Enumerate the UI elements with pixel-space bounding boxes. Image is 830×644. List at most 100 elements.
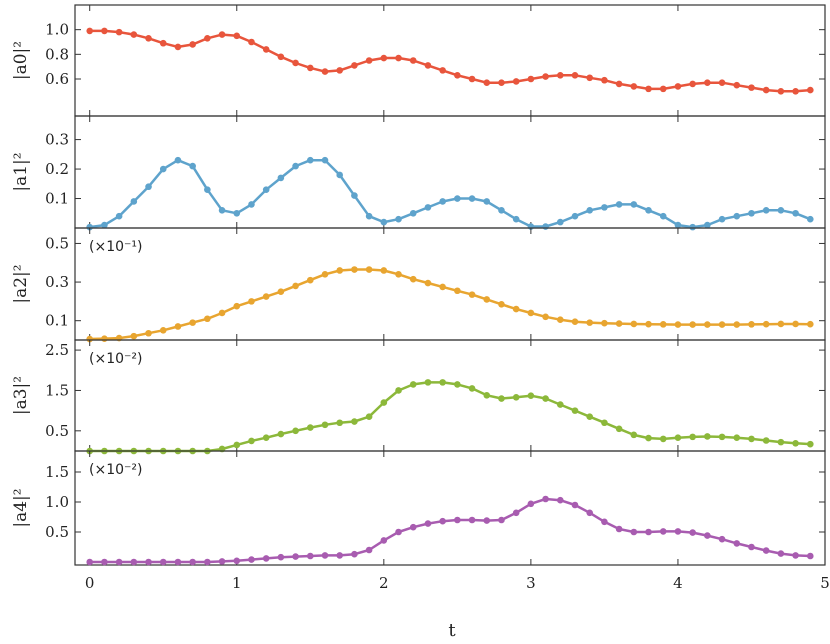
y-tick-label: 0.3	[45, 131, 69, 149]
panel-1: 0.1 0.2 0.3 |a1|²	[11, 115, 826, 231]
data-point	[101, 27, 108, 35]
x-tick-label: 1	[232, 574, 242, 592]
data-point	[498, 79, 505, 86]
data-point	[586, 207, 594, 214]
data-point	[409, 57, 417, 64]
y-tick-label: 0.5	[45, 234, 69, 252]
data-point	[674, 434, 682, 441]
data-point	[733, 212, 741, 220]
data-point	[615, 80, 623, 88]
data-point	[336, 267, 344, 274]
data-point	[792, 320, 799, 328]
data-point	[792, 552, 799, 559]
y-tick-label: 0.5	[45, 523, 69, 541]
x-tick-label: 5	[820, 574, 830, 592]
data-point	[718, 535, 726, 543]
y-tick-label: 0.3	[45, 273, 69, 291]
y-tick-label: 2.5	[45, 341, 69, 359]
data-point	[762, 320, 770, 328]
data-point	[262, 434, 270, 441]
data-point	[748, 209, 755, 217]
data-point	[659, 212, 667, 220]
data-point	[483, 391, 491, 399]
data-point	[468, 385, 476, 392]
data-point	[145, 329, 152, 337]
data-point	[601, 319, 608, 327]
data-point	[321, 552, 329, 559]
data-point	[762, 207, 770, 214]
data-point	[409, 275, 417, 283]
data-point	[306, 156, 314, 164]
data-point	[571, 72, 579, 79]
data-point	[262, 186, 270, 193]
data-point	[704, 321, 711, 328]
data-point	[365, 57, 373, 64]
data-point	[439, 198, 446, 205]
data-point	[615, 201, 623, 208]
data-point	[145, 35, 152, 42]
data-point	[733, 321, 741, 328]
x-tick-label: 3	[526, 574, 536, 592]
y-axis-label: |a3|²	[11, 376, 31, 415]
data-point	[527, 75, 535, 83]
data-point	[454, 195, 461, 202]
series-line	[89, 497, 811, 564]
data-point	[189, 162, 196, 170]
data-point	[380, 218, 388, 226]
data-point	[292, 553, 299, 560]
data-point	[542, 73, 549, 80]
data-point	[718, 79, 726, 86]
data-point	[704, 221, 711, 229]
data-point	[586, 509, 594, 517]
panel-frame	[74, 450, 826, 566]
data-point	[689, 80, 696, 88]
data-point	[512, 305, 520, 313]
data-point	[454, 516, 461, 524]
data-point	[365, 266, 373, 273]
data-point	[527, 392, 535, 400]
scale-annotation: (×10⁻¹)	[89, 239, 142, 255]
data-point	[233, 557, 241, 565]
data-point	[159, 558, 167, 566]
data-point	[292, 427, 299, 435]
data-point	[262, 46, 270, 53]
data-point	[262, 555, 270, 562]
y-tick-label: 0.6	[45, 70, 69, 88]
data-point	[439, 517, 446, 525]
data-point	[748, 84, 755, 91]
data-point	[630, 431, 638, 439]
data-point	[321, 271, 329, 278]
data-point	[483, 198, 491, 205]
data-point	[659, 528, 667, 535]
data-point	[424, 379, 432, 386]
data-point	[498, 395, 505, 402]
data-point	[321, 156, 329, 164]
data-point	[645, 528, 652, 536]
data-point	[615, 525, 623, 533]
data-point	[86, 335, 94, 343]
data-point	[601, 518, 608, 526]
y-axis-label: |a0|²	[11, 41, 31, 80]
data-point	[571, 318, 579, 325]
data-point	[365, 546, 373, 554]
data-point	[777, 88, 785, 95]
data-point	[424, 279, 432, 287]
data-point	[321, 68, 329, 75]
chart-panels: 0.6 0.8 1.0 |a0|² 0.1 0.2 0.3 |a1|² 0.1 0.3 0.5 |a2…	[11, 4, 826, 566]
data-point	[615, 320, 623, 327]
data-point	[483, 296, 491, 303]
data-point	[498, 516, 505, 524]
data-point	[130, 198, 138, 205]
data-point	[277, 553, 285, 561]
panel-frame	[74, 115, 826, 229]
data-point	[542, 495, 549, 503]
data-point	[248, 298, 255, 305]
data-point	[586, 319, 594, 326]
data-point	[733, 540, 741, 547]
data-point	[380, 399, 388, 406]
data-point	[601, 419, 608, 427]
data-point	[704, 433, 711, 440]
data-point	[248, 38, 255, 46]
data-point	[556, 218, 564, 226]
